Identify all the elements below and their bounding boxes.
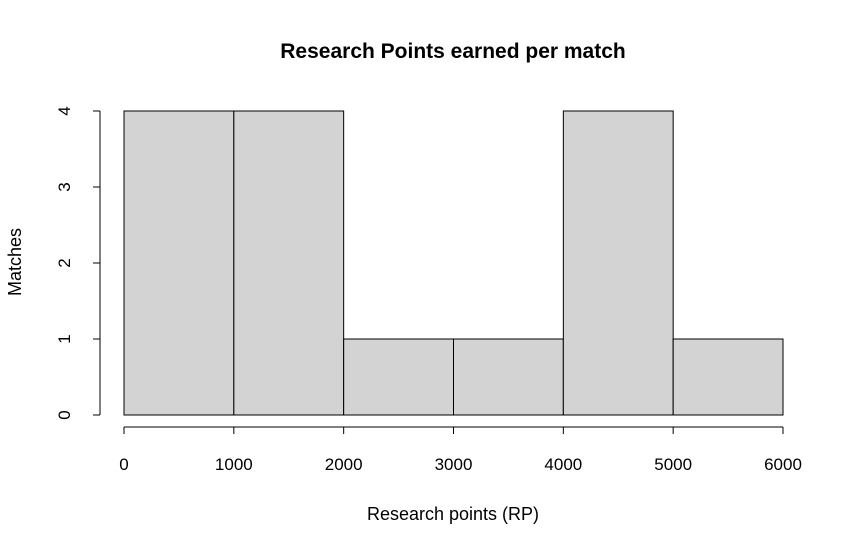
x-tick-label: 6000 bbox=[764, 455, 802, 474]
y-axis-title: Matches bbox=[5, 228, 25, 296]
histogram-bar-1 bbox=[233, 110, 345, 416]
y-axis: 0 1 2 3 4 bbox=[55, 106, 101, 420]
x-tick-label: 1000 bbox=[215, 455, 253, 474]
histogram-bar-2 bbox=[343, 338, 454, 416]
y-tick-label: 4 bbox=[55, 106, 74, 115]
histogram-bar-0 bbox=[123, 110, 235, 416]
x-axis-title: Research points (RP) bbox=[367, 504, 539, 524]
chart-title: Research Points earned per match bbox=[280, 40, 625, 63]
bars bbox=[123, 110, 784, 416]
x-tick-label: 4000 bbox=[544, 455, 582, 474]
y-tick-label: 2 bbox=[55, 258, 74, 267]
histogram-bar-3 bbox=[453, 338, 564, 416]
x-tick-label: 3000 bbox=[435, 455, 473, 474]
y-tick-label: 1 bbox=[55, 334, 74, 343]
histogram-bar-4 bbox=[562, 110, 674, 416]
x-tick-label: 0 bbox=[119, 455, 128, 474]
x-tick-label: 5000 bbox=[654, 455, 692, 474]
histogram-bar-5 bbox=[672, 338, 784, 416]
x-tick-label: 2000 bbox=[325, 455, 363, 474]
y-tick-label: 0 bbox=[55, 410, 74, 419]
x-axis: 0 1000 2000 3000 4000 5000 6000 bbox=[119, 426, 802, 474]
y-tick-label: 3 bbox=[55, 182, 74, 191]
